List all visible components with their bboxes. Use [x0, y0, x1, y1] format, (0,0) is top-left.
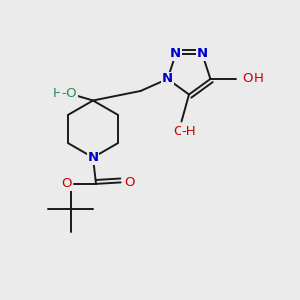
Text: N: N: [170, 47, 181, 60]
Text: N: N: [162, 73, 173, 85]
Text: O: O: [61, 177, 72, 190]
Text: -O: -O: [61, 86, 77, 100]
Text: H: H: [53, 86, 63, 100]
Text: N: N: [87, 151, 99, 164]
Text: O: O: [242, 73, 253, 85]
Text: N: N: [197, 47, 208, 60]
Text: -H: -H: [182, 125, 196, 139]
Text: O: O: [173, 125, 184, 139]
Text: H: H: [254, 73, 263, 85]
Text: O: O: [124, 176, 134, 189]
